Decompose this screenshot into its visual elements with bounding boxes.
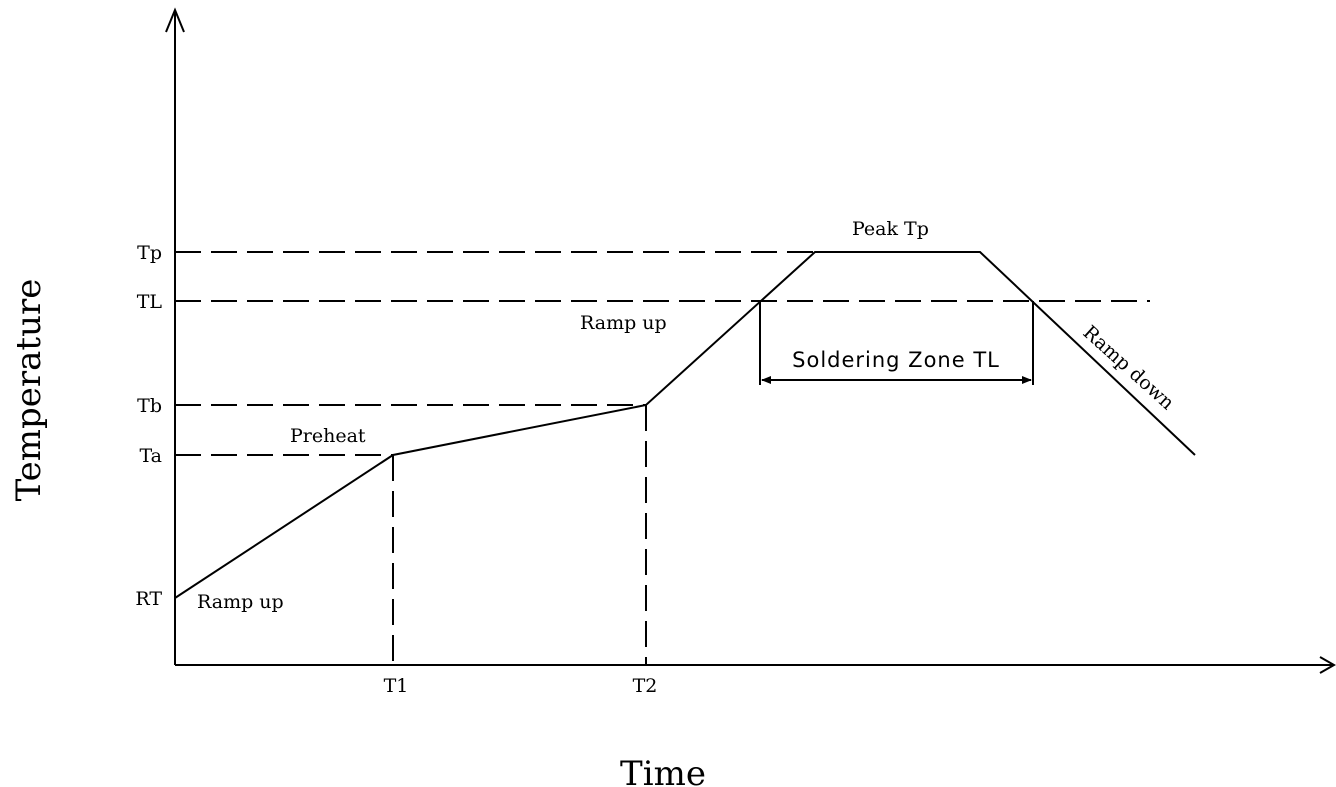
y-label-tl: TL	[137, 291, 163, 313]
x-label-t2: T2	[633, 675, 658, 697]
segment-label-ramp-up-2: Ramp up	[580, 312, 667, 334]
segment-label-ramp-up-1: Ramp up	[197, 591, 284, 613]
x-axis-arrow-icon	[1319, 656, 1336, 674]
soldering-zone-label: Soldering Zone TL	[792, 348, 1000, 372]
segment-label-ramp-down: Ramp down	[1079, 321, 1179, 414]
profile-curve	[174, 251, 1196, 599]
x-label-t1: T1	[384, 675, 409, 697]
x-axis-title: Time	[620, 754, 706, 787]
y-axis-arrow-icon	[165, 7, 185, 33]
y-axis-title: Temperature	[9, 279, 49, 502]
y-label-ta: Ta	[139, 445, 162, 467]
y-label-tp: Tp	[137, 242, 162, 264]
y-label-tb: Tb	[137, 395, 162, 417]
segment-label-preheat: Preheat	[290, 425, 366, 447]
y-label-rt: RT	[135, 588, 162, 610]
segment-label-peak: Peak Tp	[852, 218, 929, 240]
